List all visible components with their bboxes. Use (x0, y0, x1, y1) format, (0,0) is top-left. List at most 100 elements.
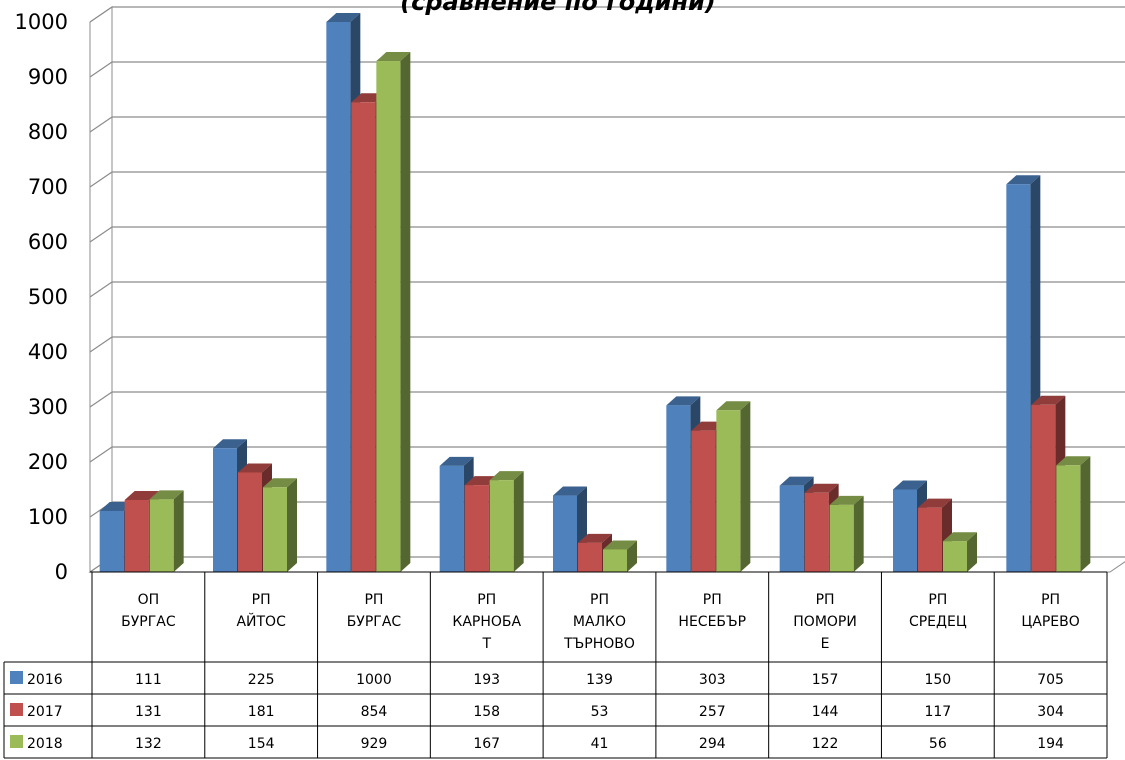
bar-top (553, 486, 587, 496)
bar-side (1080, 456, 1091, 572)
bar-side (400, 52, 411, 573)
y-tick-label: 1000 (15, 10, 68, 34)
bar-top (779, 476, 814, 486)
table-cell-value: 181 (248, 704, 275, 720)
category-label: РП (252, 592, 271, 608)
bar-front (804, 492, 829, 572)
table-cell-value: 303 (699, 672, 726, 688)
category-label: РП (928, 592, 947, 608)
category-label: РП (477, 592, 496, 608)
bar-front (439, 465, 464, 572)
bar-front (213, 448, 237, 572)
bar-front (578, 542, 602, 572)
gridline (89, 446, 1125, 463)
category-label: РП (816, 592, 835, 608)
data-table: ОП БУРГАС РП АЙТОС РП БУРГАС РП КАРНОБА Т РП МАЛКО… (3, 571, 1108, 759)
table-cell-value: 257 (699, 704, 726, 720)
bar (829, 495, 864, 572)
gridline (89, 61, 1125, 78)
bar-top (263, 478, 297, 488)
legend-swatch (10, 671, 23, 684)
y-tick-label: 0 (55, 560, 68, 584)
gridline (89, 116, 1125, 133)
legend-label: 2016 (27, 672, 63, 688)
table-cell-value: 158 (473, 704, 500, 720)
bar-top (943, 532, 977, 542)
category-label: КАРНОБА (452, 614, 521, 630)
bar-front (376, 61, 401, 573)
bar-top (1056, 456, 1091, 466)
y-tick-label: 200 (28, 450, 68, 474)
bar-front (1031, 404, 1056, 572)
gridline (89, 226, 1125, 243)
legend-label: 2017 (27, 704, 63, 720)
bar (263, 478, 297, 572)
bar-front (716, 410, 741, 572)
bar-top (1031, 395, 1066, 405)
table-cell-value: 1000 (356, 672, 392, 688)
bar-front (464, 485, 489, 572)
table-cell-value: 41 (591, 736, 609, 752)
y-tick-label: 900 (28, 65, 68, 89)
table-cell-value: 167 (473, 736, 500, 752)
table-cell-value: 304 (1037, 704, 1064, 720)
table-cell-value: 131 (135, 704, 162, 720)
table-cell-value: 56 (929, 736, 947, 752)
bar-side (967, 532, 977, 572)
y-tick-label: 800 (28, 120, 68, 144)
bar-front (263, 487, 287, 572)
bar-top (918, 498, 952, 508)
bar (1056, 456, 1091, 572)
table-cell-value: 117 (924, 704, 951, 720)
legend-swatch (10, 735, 23, 748)
category-label: РП (364, 592, 383, 608)
bar-front (1056, 465, 1081, 572)
bar (376, 52, 411, 573)
bar-front (893, 489, 917, 572)
y-tick-label: 500 (28, 285, 68, 309)
legend-label: 2018 (27, 736, 63, 752)
bar-front (666, 405, 691, 572)
gridline (89, 336, 1125, 353)
table-cell-value: 929 (361, 736, 388, 752)
table-cell-value: 154 (248, 736, 275, 752)
table-cell-value: 144 (812, 704, 839, 720)
table-cell-value: 111 (135, 672, 162, 688)
table-cell-value: 194 (1037, 736, 1064, 752)
bar (149, 490, 184, 572)
table-cell-value: 139 (586, 672, 613, 688)
bar-top (1006, 175, 1041, 185)
bars (99, 13, 1091, 573)
bar-front (238, 472, 262, 572)
bar-top (489, 471, 524, 481)
gridline (89, 391, 1125, 408)
bar-top (439, 456, 474, 466)
bar-front (603, 549, 627, 572)
bar-front (124, 499, 149, 572)
bar (489, 471, 524, 572)
category-label: РП (1041, 592, 1060, 608)
bar-side (740, 401, 751, 572)
bar-top (213, 439, 247, 449)
chart-title: (сравнение по години) (400, 0, 716, 16)
category-label: РП (703, 592, 722, 608)
gridline (89, 171, 1125, 188)
table-cell-value: 122 (812, 736, 839, 752)
bar (603, 540, 637, 572)
bar-top (603, 540, 637, 550)
bar-top (326, 13, 361, 22)
bar-front (918, 507, 942, 572)
bar-front (99, 510, 124, 572)
bar-top (804, 483, 839, 493)
legend-swatch (10, 703, 23, 716)
table-cell-value: 294 (699, 736, 726, 752)
bar-front (553, 495, 577, 572)
table-cell-value: 225 (248, 672, 275, 688)
category-label: БУРГАС (121, 614, 176, 630)
category-label: ЦАРЕВО (1021, 614, 1079, 630)
bar-front (943, 541, 967, 572)
bar-front (1006, 184, 1031, 572)
category-label: ПОМОРИ (793, 614, 857, 630)
y-tick-label: 100 (28, 505, 68, 529)
